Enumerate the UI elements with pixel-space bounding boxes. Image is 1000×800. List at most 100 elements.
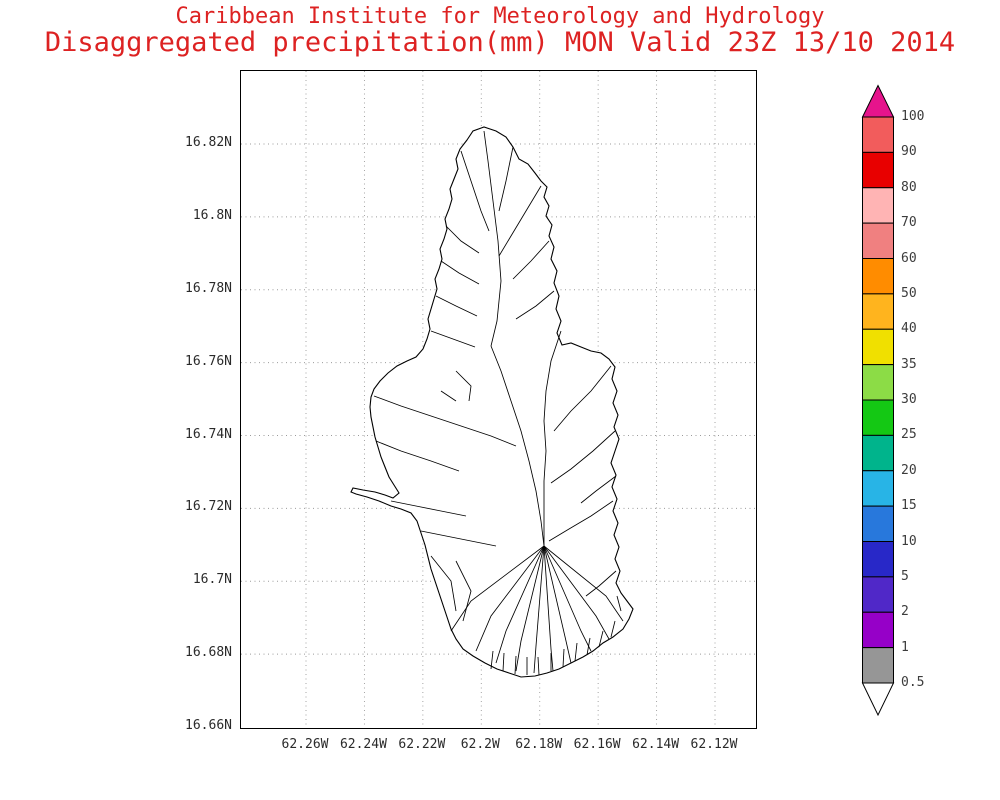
- lon-tick-label: 62.26W: [281, 737, 329, 752]
- stream-line: [455, 370, 472, 402]
- drainage-network: [373, 130, 624, 676]
- colorbar-tick-label: 90: [901, 144, 917, 160]
- colorbar-tick-label: 2: [901, 604, 909, 620]
- lon-tick-label: 62.24W: [339, 737, 387, 752]
- stream-line: [580, 475, 617, 504]
- lat-tick-label: 16.82N: [185, 135, 232, 150]
- colorbar-segment: [862, 470, 894, 507]
- stream-line: [537, 656, 540, 676]
- colorbar-arrow-bottom: [861, 682, 895, 717]
- stream-line: [495, 545, 545, 664]
- lon-tick-label: 62.18W: [515, 737, 563, 752]
- colorbar-tick-label: 70: [901, 215, 917, 231]
- stream-line: [440, 390, 457, 402]
- stream-line: [585, 570, 617, 597]
- stream-line: [460, 150, 490, 232]
- stream-line: [562, 648, 565, 668]
- stream-line: [550, 430, 616, 484]
- colorbar-tick-label: 0.5: [901, 675, 925, 690]
- colorbar-segment: [862, 258, 894, 295]
- stream-line: [543, 545, 624, 622]
- colorbar-tick-label: 100: [901, 109, 925, 124]
- stream-line: [490, 650, 494, 670]
- lat-tick-label: 16.7N: [192, 572, 232, 588]
- colorbar-segment: [862, 328, 894, 366]
- stream-line: [373, 395, 517, 447]
- stream-line: [610, 620, 616, 638]
- stream-line: [502, 652, 505, 672]
- colorbar-segment: [862, 541, 894, 578]
- lon-tick-label: 62.22W: [398, 737, 446, 752]
- colorbar-tick-label: 20: [901, 462, 917, 478]
- stream-line: [420, 530, 497, 547]
- stream-line: [512, 240, 550, 280]
- colorbar-tick-label: 15: [901, 498, 917, 514]
- colorbar-segment: [862, 293, 894, 330]
- lat-tick-label: 16.66N: [185, 718, 232, 733]
- stream-line: [435, 295, 478, 317]
- colorbar-segment: [862, 116, 894, 153]
- colorbar-segment: [862, 187, 894, 224]
- map-plot-frame: [240, 70, 757, 729]
- stream-line: [445, 225, 480, 254]
- institution-title: Caribbean Institute for Meteorology and …: [175, 4, 825, 29]
- lat-tick-label: 16.74N: [185, 426, 232, 442]
- colorbar-segment: [862, 151, 894, 189]
- colorbar-tick-label: 50: [901, 285, 917, 301]
- lat-tick-label: 16.72N: [185, 499, 232, 515]
- stream-line: [543, 330, 562, 546]
- colorbar-tick-label: 35: [901, 356, 917, 372]
- stream-line: [455, 560, 472, 622]
- stream-line: [515, 545, 545, 672]
- lon-tick-label: 62.16W: [573, 737, 621, 752]
- stream-line: [483, 130, 502, 347]
- colorbar-segment: [862, 434, 894, 472]
- lat-tick-label: 16.8N: [192, 207, 232, 223]
- stream-line: [543, 545, 572, 664]
- stream-line: [543, 545, 554, 672]
- colorbar-tick-label: 5: [901, 568, 909, 584]
- colorbar-segment: [862, 647, 894, 684]
- plot-title: Disaggregated precipitation(mm) MON Vali…: [44, 27, 956, 58]
- stream-line: [533, 545, 545, 674]
- colorbar-segment: [862, 222, 894, 259]
- colorbar-tick-label: 1: [901, 639, 909, 655]
- stream-line: [543, 545, 610, 640]
- lon-tick-label: 62.14W: [632, 737, 680, 752]
- stream-line: [475, 545, 545, 652]
- stream-line: [514, 655, 517, 675]
- colorbar-tick-label: 40: [901, 321, 917, 337]
- island-outline: [350, 126, 634, 678]
- lon-tick-label: 62.2W: [460, 737, 500, 752]
- colorbar-tick-label: 25: [901, 427, 917, 443]
- map-canvas: [241, 71, 756, 728]
- stream-line: [430, 330, 476, 348]
- colorbar-tick-label: 10: [901, 533, 917, 549]
- stream-line: [498, 146, 514, 212]
- colorbar-segment: [862, 576, 894, 613]
- stream-line: [515, 290, 555, 320]
- stream-line: [450, 545, 545, 632]
- stream-line: [543, 545, 592, 652]
- stream-line: [440, 260, 480, 285]
- stream-line: [553, 365, 612, 432]
- stream-line: [586, 637, 591, 656]
- lat-tick-label: 16.76N: [185, 353, 232, 369]
- stream-line: [390, 500, 467, 517]
- stream-line: [498, 185, 542, 257]
- lat-tick-label: 16.68N: [185, 645, 232, 661]
- colorbar-tick-label: 30: [901, 392, 917, 407]
- lon-tick-label: 62.12W: [690, 737, 738, 752]
- stream-line: [598, 630, 604, 648]
- colorbar-tick-label: 60: [901, 250, 917, 266]
- colorbar-segment: [862, 611, 894, 649]
- lat-tick-label: 16.78N: [185, 280, 232, 296]
- colorbar: [861, 84, 895, 717]
- stream-line: [430, 555, 457, 612]
- colorbar-arrow-top: [861, 84, 895, 118]
- stream-line: [375, 440, 460, 472]
- stream-line: [490, 345, 545, 547]
- stream-line: [548, 500, 614, 542]
- colorbar-segment: [862, 399, 894, 436]
- stream-line: [574, 642, 578, 662]
